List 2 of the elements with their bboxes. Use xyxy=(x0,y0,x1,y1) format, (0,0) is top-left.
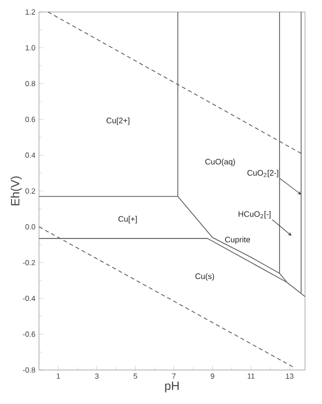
y-axis-title: Eh(V) xyxy=(10,176,22,206)
x-axis-title: pH xyxy=(165,382,179,392)
